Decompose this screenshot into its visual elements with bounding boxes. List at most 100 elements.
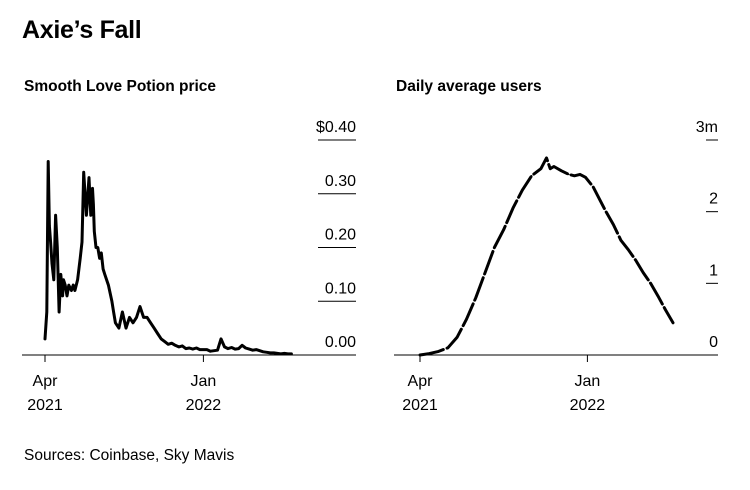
price-data-point (74, 289, 76, 292)
y-tick-label: 3m (696, 119, 718, 136)
price-data-point (64, 284, 67, 286)
price-data-point (125, 327, 127, 329)
users-data-point (620, 239, 622, 242)
users-data-point (465, 318, 468, 320)
price-data-point (107, 284, 110, 286)
x-tick-label-year: 2021 (27, 397, 63, 414)
x-tick-label: Apr (33, 373, 59, 390)
price-data-point (56, 246, 59, 249)
price-data-point (244, 347, 247, 349)
price-data-point (206, 348, 208, 351)
y-tick-label: 0.30 (325, 173, 356, 190)
price-data-point (72, 284, 74, 286)
x-tick-label: Jan (191, 373, 217, 390)
price-data-point (149, 321, 152, 324)
price-data-point (280, 353, 282, 355)
price-data-point (223, 346, 226, 348)
price-data-point (118, 327, 120, 329)
price-data-point (234, 348, 236, 350)
price-data-point (273, 352, 275, 354)
price-data-point (111, 300, 113, 303)
price-data-point (54, 214, 57, 217)
users-data-point (605, 210, 607, 213)
users-data-point (512, 207, 514, 209)
price-data-point (93, 230, 96, 233)
price-data-point (82, 171, 85, 174)
price-data-point (216, 349, 219, 351)
users-data-point (634, 259, 637, 262)
y-tick-label: 0.10 (325, 280, 356, 297)
users-data-point (437, 350, 440, 353)
price-data-point (227, 347, 229, 350)
price-data-point (220, 338, 222, 340)
price-data-point (61, 295, 64, 297)
price-data-point (92, 203, 95, 206)
price-data-point (48, 225, 51, 227)
users-data-point (599, 200, 602, 202)
x-tick-label-year: 2022 (186, 397, 222, 414)
price-data-point (70, 289, 73, 292)
price-data-point (262, 350, 265, 353)
price-data-point (85, 214, 88, 217)
price-data-point (163, 340, 166, 343)
users-series-line (418, 156, 675, 357)
y-tick-label: $0.40 (316, 119, 356, 136)
users-data-point (664, 309, 667, 311)
price-data-point (174, 344, 177, 347)
y-tick-label: 0.00 (325, 334, 356, 351)
price-data-point (121, 311, 124, 313)
price-data-point (95, 246, 97, 249)
y-tick-label: 0.20 (325, 227, 356, 244)
users-data-point (545, 157, 548, 159)
price-data-point (192, 348, 194, 350)
price-data-point (265, 351, 268, 354)
chart-title: Axie’s Fall (22, 16, 142, 44)
price-data-point (230, 346, 233, 349)
price-data-point (44, 338, 46, 340)
users-data-point (540, 167, 542, 170)
users-data-point (649, 282, 652, 285)
price-chart-title: Smooth Love Potion price (24, 78, 217, 95)
x-tick-label-year: 2022 (570, 397, 606, 414)
users-data-point (456, 336, 459, 338)
price-data-point (49, 241, 52, 243)
users-data-point (493, 246, 496, 249)
users-data-point (502, 228, 505, 231)
price-data-point (258, 349, 261, 352)
users-data-point (553, 165, 555, 168)
price-data-point (156, 332, 159, 335)
price-data-point (66, 295, 68, 297)
price-data-point (167, 343, 169, 346)
price-data-point (269, 352, 272, 354)
users-data-point (484, 271, 486, 274)
users-chart-title: Daily average users (396, 78, 542, 95)
users-data-point (549, 167, 551, 170)
price-data-point (142, 316, 145, 319)
users-data-point (584, 176, 587, 179)
users-data-point (672, 321, 674, 324)
price-data-point (188, 347, 191, 349)
price-data-point (114, 321, 117, 324)
users-data-point (642, 271, 644, 274)
users-data-point (447, 347, 449, 349)
price-data-point (237, 347, 240, 350)
price-data-point (177, 346, 180, 348)
users-data-point (530, 175, 533, 177)
y-tick-label: 0 (709, 334, 718, 351)
price-data-point (132, 321, 134, 324)
price-data-point (91, 187, 94, 190)
y-tick-label: 2 (709, 191, 718, 208)
price-data-point (195, 347, 198, 349)
users-data-point (428, 352, 431, 355)
price-data-point (135, 316, 138, 319)
users-data-point (627, 248, 630, 251)
price-data-point (47, 160, 49, 163)
users-data-point (475, 296, 477, 299)
price-data-point (100, 252, 103, 254)
price-data-point (88, 176, 90, 179)
x-tick-label: Jan (575, 373, 601, 390)
users-data-point (657, 295, 659, 298)
price-data-point (60, 273, 62, 276)
source-note: Sources: Coinbase, Sky Mavis (24, 447, 235, 464)
price-data-point (251, 349, 254, 351)
